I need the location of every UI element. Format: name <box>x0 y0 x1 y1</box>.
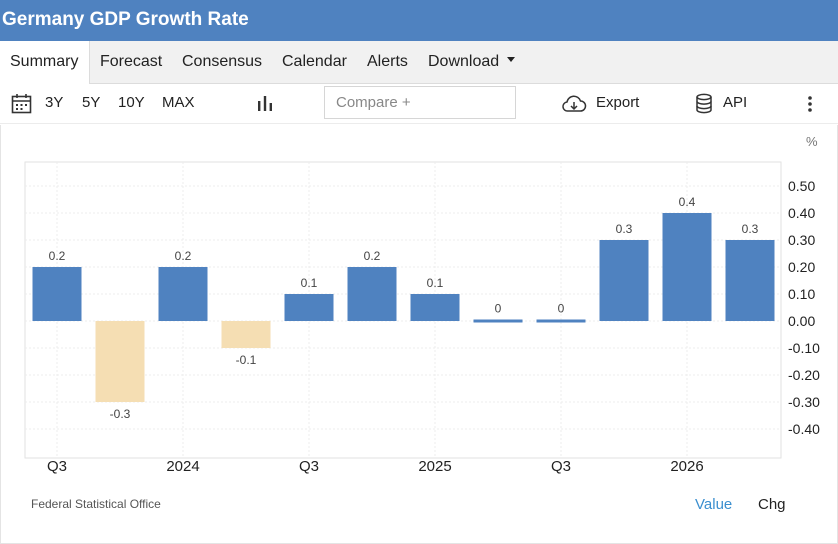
y-tick-label: 0.50 <box>788 178 815 194</box>
data-label: -0.3 <box>110 407 131 421</box>
x-tick-label: Q3 <box>47 458 67 475</box>
calendar-icon[interactable] <box>11 93 32 114</box>
data-label: 0.2 <box>175 249 192 263</box>
y-tick-label: -0.20 <box>788 367 820 383</box>
data-label: 0.2 <box>364 249 381 263</box>
bar[interactable] <box>158 267 208 321</box>
api-button[interactable]: API <box>723 94 748 111</box>
bar[interactable] <box>725 240 775 321</box>
header-bar: Germany GDP Growth Rate <box>0 0 838 41</box>
bar[interactable] <box>599 240 649 321</box>
page-title: Germany GDP Growth Rate <box>2 9 249 30</box>
tab-calendar[interactable]: Calendar <box>282 53 347 70</box>
bar[interactable] <box>95 321 145 402</box>
range-max-button[interactable]: MAX <box>162 94 195 111</box>
bar[interactable] <box>473 319 523 323</box>
data-label: 0 <box>495 302 502 316</box>
y-tick-label: -0.10 <box>788 340 820 356</box>
unit-label: % <box>806 134 818 149</box>
data-label: 0.3 <box>616 222 633 236</box>
data-label: 0.2 <box>49 249 66 263</box>
chg-toggle[interactable]: Chg <box>758 496 786 513</box>
data-label: 0.4 <box>679 195 696 209</box>
data-label: 0 <box>558 302 565 316</box>
bar[interactable] <box>536 319 586 323</box>
chart-toolbar: 3Y 5Y 10Y MAX Export API <box>0 84 838 124</box>
cloud-download-icon[interactable] <box>561 94 587 114</box>
tab-alerts[interactable]: Alerts <box>367 53 408 70</box>
more-vertical-icon[interactable] <box>806 95 814 113</box>
plot-border <box>24 161 782 459</box>
data-label: 0.3 <box>742 222 759 236</box>
data-label: -0.1 <box>236 353 257 367</box>
tab-summary[interactable]: Summary <box>0 41 90 84</box>
x-tick-label: Q3 <box>551 458 571 475</box>
tab-download[interactable]: Download <box>418 41 525 84</box>
y-tick-label: 0.40 <box>788 205 815 221</box>
data-label: 0.1 <box>301 276 318 290</box>
bar[interactable] <box>221 321 271 348</box>
y-tick-label: 0.30 <box>788 232 815 248</box>
value-toggle[interactable]: Value <box>695 496 733 513</box>
x-tick-label: 2024 <box>166 458 199 475</box>
bar[interactable] <box>284 294 334 321</box>
caret-down-icon <box>507 57 516 63</box>
y-tick-label: -0.40 <box>788 421 820 437</box>
database-icon[interactable] <box>695 93 713 114</box>
x-tick-label: 2025 <box>418 458 451 475</box>
bar[interactable] <box>662 213 712 321</box>
range-5y-button[interactable]: 5Y <box>82 94 101 111</box>
data-label: 0.1 <box>427 276 444 290</box>
compare-input[interactable] <box>324 86 516 119</box>
tab-download-label: Download <box>428 53 500 70</box>
y-tick-label: 0.00 <box>788 313 815 329</box>
x-tick-label: Q3 <box>299 458 319 475</box>
range-10y-button[interactable]: 10Y <box>118 94 145 111</box>
tab-consensus[interactable]: Consensus <box>182 53 263 70</box>
y-tick-label: 0.10 <box>788 286 815 302</box>
tab-bar: Summary Forecast Consensus Calendar Aler… <box>0 41 838 84</box>
bar-chart-icon[interactable] <box>256 94 274 112</box>
export-button[interactable]: Export <box>596 94 640 111</box>
y-tick-label: -0.30 <box>788 394 820 410</box>
bar[interactable] <box>347 267 397 321</box>
y-tick-label: 0.20 <box>788 259 815 275</box>
tab-forecast[interactable]: Forecast <box>100 53 163 70</box>
source-label: Federal Statistical Office <box>31 497 161 511</box>
x-tick-label: 2026 <box>670 458 703 475</box>
bar[interactable] <box>32 267 82 321</box>
range-3y-button[interactable]: 3Y <box>45 94 64 111</box>
bar[interactable] <box>410 294 460 321</box>
